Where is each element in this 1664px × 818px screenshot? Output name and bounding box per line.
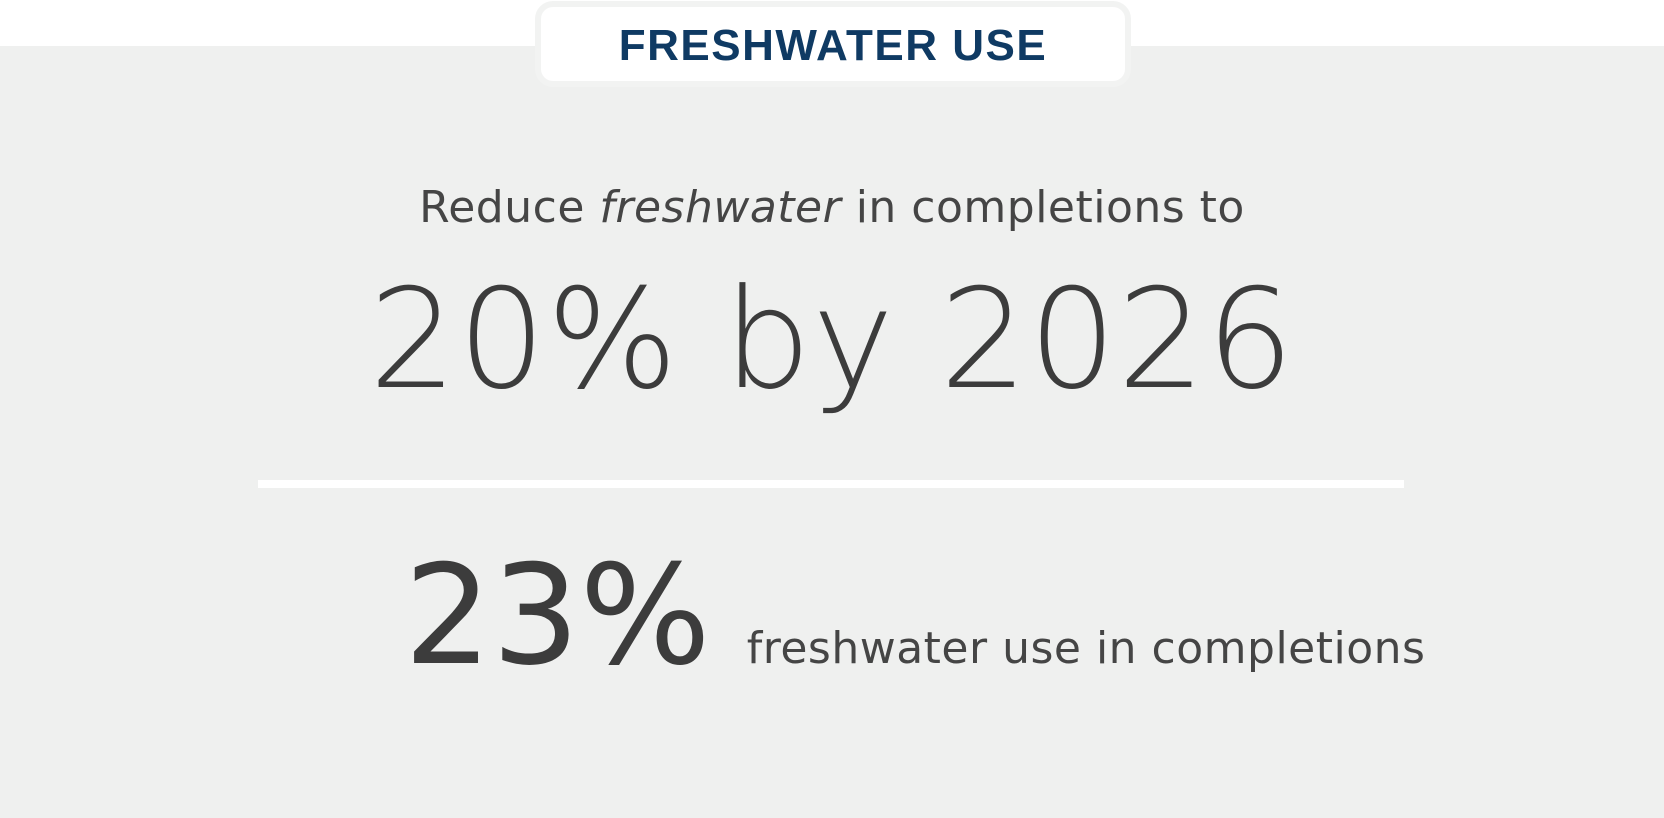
goal-intro-emphasis: freshwater bbox=[599, 182, 842, 233]
goal-target: 20% by 2026 bbox=[369, 259, 1295, 420]
status-label: freshwater use in completions bbox=[746, 623, 1426, 674]
divider bbox=[258, 480, 1404, 488]
goal-intro: Reduce freshwater in completions to bbox=[0, 182, 1664, 233]
status-row: 23% freshwater use in completions bbox=[404, 540, 1426, 692]
content-panel bbox=[0, 46, 1664, 818]
title-tab: FRESHWATER USE bbox=[535, 1, 1131, 87]
status-value: 23% bbox=[404, 535, 711, 696]
goal-intro-prefix: Reduce bbox=[419, 182, 600, 233]
goal-intro-suffix: in completions to bbox=[841, 182, 1245, 233]
page-title: FRESHWATER USE bbox=[618, 21, 1048, 70]
